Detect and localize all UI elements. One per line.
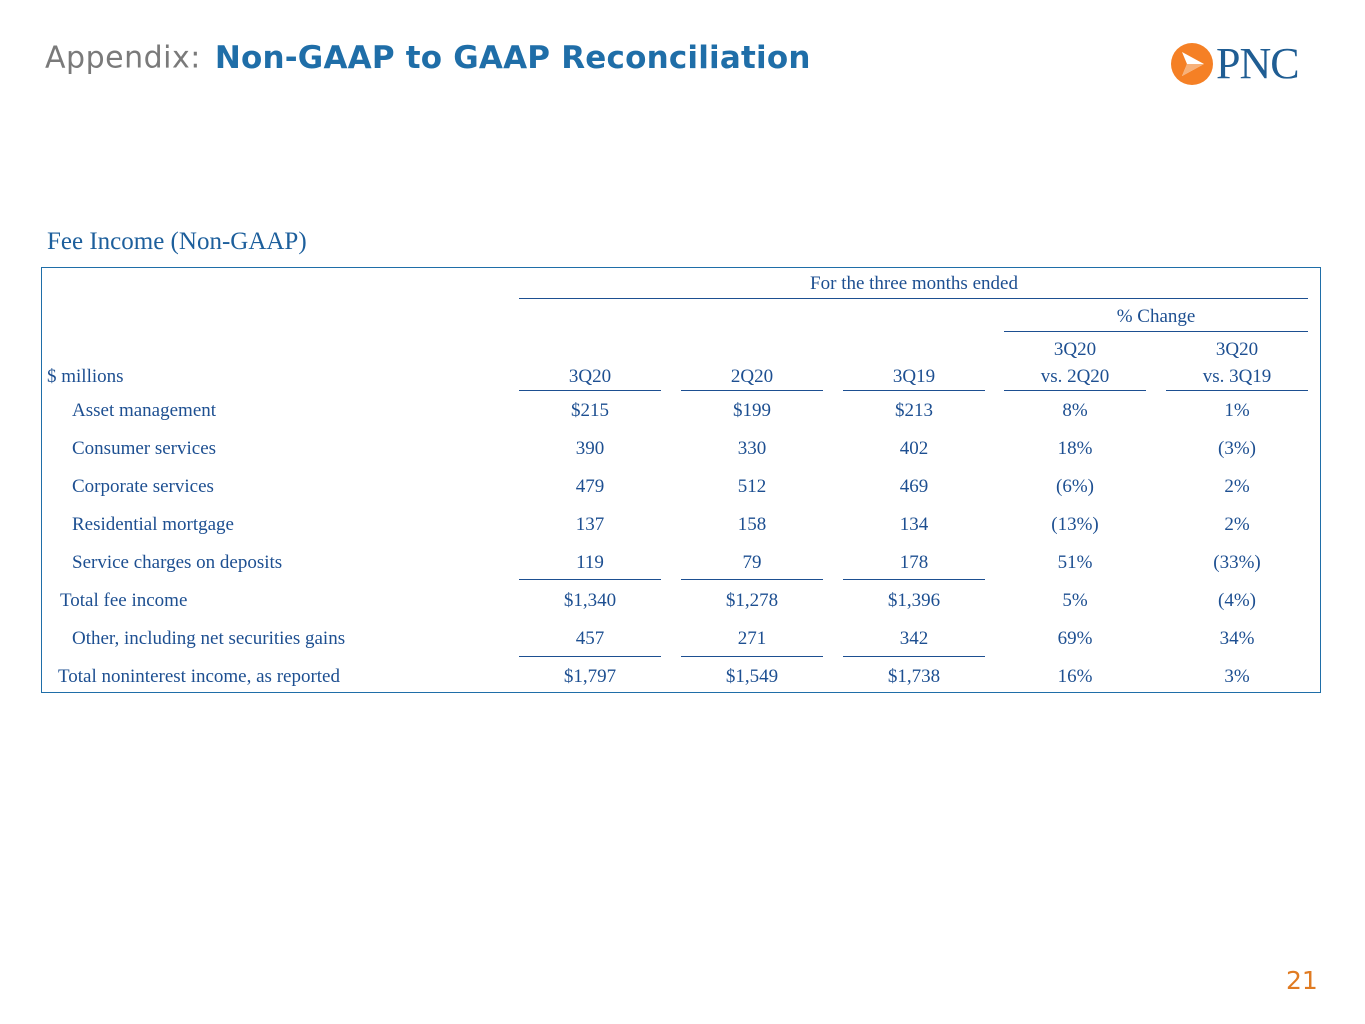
page-number: 21 xyxy=(1286,966,1318,995)
subtotal-rule xyxy=(519,579,661,580)
table-cell: 271 xyxy=(737,628,767,649)
column-header-rule xyxy=(681,390,823,391)
column-header-rule xyxy=(519,390,661,391)
period-header: For the three months ended xyxy=(810,273,1018,294)
table-cell: $215 xyxy=(571,400,609,421)
column-header: 3Q20 xyxy=(568,366,612,387)
table-cell: $213 xyxy=(895,400,933,421)
table-cell: 79 xyxy=(742,552,762,573)
unit-label: $ millions xyxy=(47,366,124,387)
table-cell: 69% xyxy=(1057,628,1093,649)
table-cell: $1,738 xyxy=(887,666,941,687)
table-cell: 119 xyxy=(576,552,604,573)
table-cell: 330 xyxy=(737,438,767,459)
pnc-triangle-icon xyxy=(1171,43,1213,85)
table-cell: $1,549 xyxy=(725,666,779,687)
table-cell: 137 xyxy=(575,514,605,535)
table-cell: 5% xyxy=(1062,590,1088,611)
table-cell: $1,340 xyxy=(563,590,617,611)
table-cell: 158 xyxy=(737,514,767,535)
table-cell: (33%) xyxy=(1213,552,1261,573)
change-header: % Change xyxy=(1116,306,1196,327)
row-label: Total fee income xyxy=(60,590,188,611)
column-header-rule xyxy=(1004,390,1146,391)
table-cell: 178 xyxy=(899,552,929,573)
table-cell: 51% xyxy=(1057,552,1093,573)
slide-title: Non-GAAP to GAAP Reconciliation xyxy=(214,40,811,76)
table-cell: 479 xyxy=(575,476,605,497)
table-cell: (4%) xyxy=(1218,590,1256,611)
table-cell: (13%) xyxy=(1051,514,1099,535)
table-cell: 1% xyxy=(1224,400,1250,421)
row-label: Service charges on deposits xyxy=(72,552,283,573)
slide-header: Appendix: Non-GAAP to GAAP Reconciliation xyxy=(45,40,811,90)
table-cell: 457 xyxy=(575,628,605,649)
table-cell: 134 xyxy=(899,514,929,535)
column-header: vs. 2Q20 xyxy=(1040,366,1110,387)
subtotal-rule xyxy=(843,579,985,580)
subtotal-rule xyxy=(681,579,823,580)
table-cell: 469 xyxy=(899,476,929,497)
table-cell: 342 xyxy=(899,628,929,649)
table-cell: 402 xyxy=(899,438,929,459)
row-label: Consumer services xyxy=(72,438,217,459)
table-cell: (6%) xyxy=(1056,476,1094,497)
row-label: Residential mortgage xyxy=(72,514,234,535)
table-cell: (3%) xyxy=(1218,438,1256,459)
section-title: Fee Income (Non-GAAP) xyxy=(47,228,307,255)
column-header: vs. 3Q19 xyxy=(1202,366,1272,387)
table-cell: 18% xyxy=(1057,438,1093,459)
period-header-rule xyxy=(519,298,1308,299)
table-cell: 390 xyxy=(575,438,605,459)
table-cell: 16% xyxy=(1057,666,1093,687)
pnc-logo: PNC xyxy=(1170,38,1322,90)
table-cell: 3% xyxy=(1224,666,1250,687)
title-prefix: Appendix: xyxy=(45,40,201,76)
column-header-line1: 3Q20 xyxy=(1215,339,1259,360)
row-label: Asset management xyxy=(72,400,217,421)
column-header: 2Q20 xyxy=(730,366,774,387)
row-label: Total noninterest income, as reported xyxy=(58,666,340,687)
subtotal-rule xyxy=(681,656,823,657)
table-cell: $1,278 xyxy=(725,590,779,611)
logo-text: PNC xyxy=(1216,39,1300,88)
subtotal-rule xyxy=(519,656,661,657)
fee-income-table: For the three months ended % Change 3Q20… xyxy=(41,267,1321,693)
table-cell: 2% xyxy=(1224,514,1250,535)
table-cell: 34% xyxy=(1219,628,1255,649)
column-header-rule xyxy=(1166,390,1308,391)
column-header-rule xyxy=(843,390,985,391)
table-cell: $1,396 xyxy=(887,590,941,611)
column-header-line1: 3Q20 xyxy=(1053,339,1097,360)
column-header: 3Q19 xyxy=(892,366,936,387)
table-cell: $1,797 xyxy=(563,666,617,687)
change-header-rule xyxy=(1004,331,1308,332)
row-label: Corporate services xyxy=(72,476,214,497)
row-label: Other, including net securities gains xyxy=(72,628,346,649)
table-cell: 512 xyxy=(737,476,767,497)
subtotal-rule xyxy=(843,656,985,657)
table-cell: 2% xyxy=(1224,476,1250,497)
table-cell: $199 xyxy=(733,400,771,421)
table-cell: 8% xyxy=(1062,400,1088,421)
